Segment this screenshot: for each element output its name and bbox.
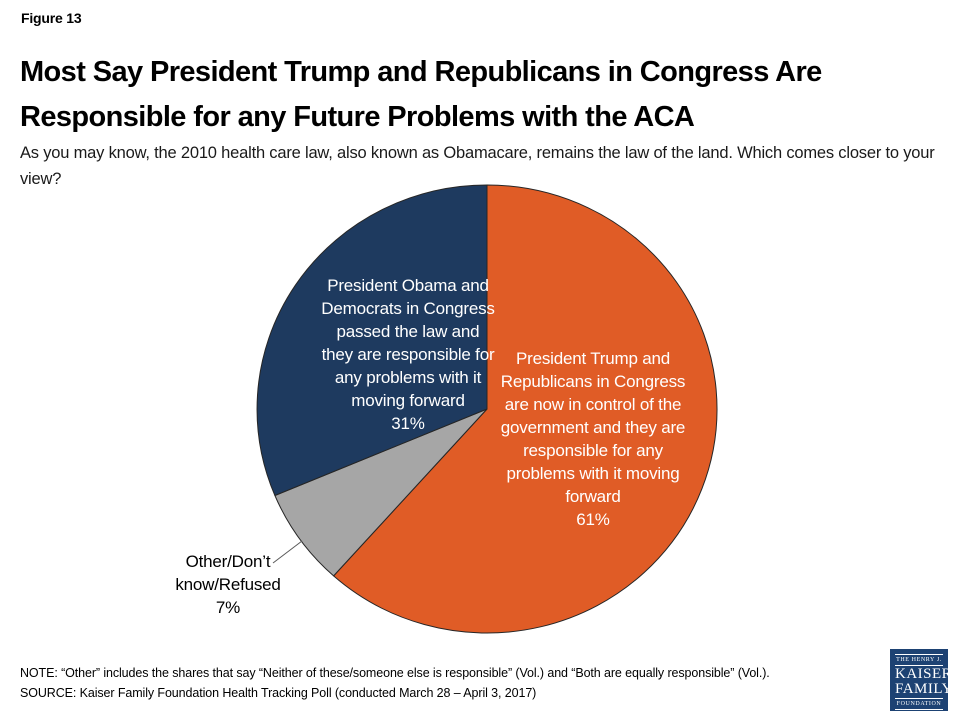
kff-logo: THE HENRY J. KAISER FAMILY FOUNDATION [890, 649, 953, 711]
page-title: Most Say President Trump and Republicans… [20, 50, 940, 140]
note-text: NOTE: “Other” includes the shares that s… [20, 666, 770, 680]
page-title-line1: Most Say President Trump and Republicans… [20, 56, 822, 88]
pie-label-obama-democrats: President Obama and Democrats in Congres… [321, 276, 495, 433]
pie-slice-other-dk-refused [274, 408, 488, 577]
pie-slices-group [256, 184, 718, 634]
pie-slice-obama-democrats [256, 184, 488, 496]
footnotes: NOTE: “Other” includes the shares that s… [20, 663, 880, 703]
logo-top-text: THE HENRY J. [896, 657, 942, 663]
source-text: SOURCE: Kaiser Family Foundation Health … [20, 686, 537, 700]
figure-label: Figure 13 [21, 10, 82, 26]
logo-rule-3 [895, 698, 943, 699]
logo-rule-bottom [895, 709, 943, 710]
pie-label-trump-republicans: President Trump and Republicans in Congr… [500, 349, 686, 529]
page-title-line2: Responsible for any Future Problems with… [20, 101, 695, 133]
leader-line [272, 540, 303, 564]
logo-name-line2: FAMILY [895, 681, 953, 697]
logo-bottom-text: FOUNDATION [896, 701, 942, 707]
logo-rule-2 [895, 665, 943, 666]
survey-question-text: As you may know, the 2010 health care la… [20, 144, 935, 188]
logo-name-line1: KAISER [895, 666, 953, 682]
pie-slice-trump-republicans [333, 184, 718, 634]
logo-rule-top [895, 654, 943, 655]
pie-label-other-dk-refused: Other/Don’t know/Refused 7% [175, 552, 281, 617]
